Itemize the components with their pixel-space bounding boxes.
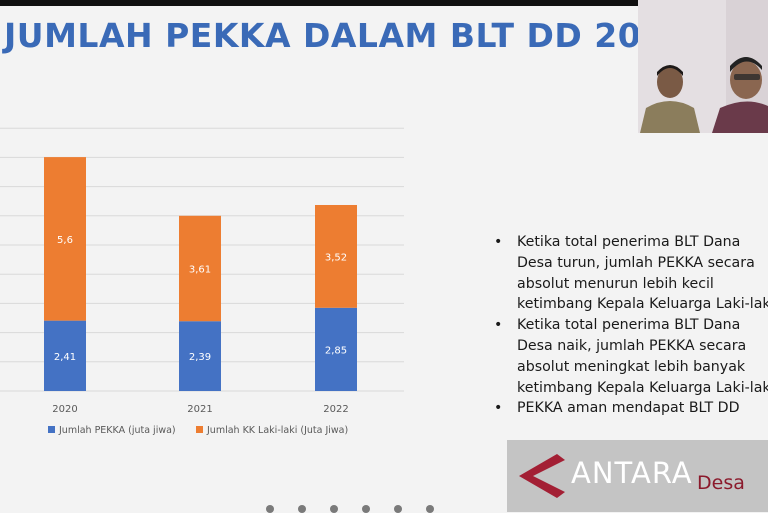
legend-label: Jumlah KK Laki-laki (Juta Jiwa) — [206, 425, 348, 436]
bar-segment — [44, 320, 86, 391]
bar-segment — [179, 215, 221, 322]
bar-segment — [315, 204, 357, 308]
legend-swatch — [196, 426, 203, 433]
bullet-line: ketimbang Kepala Keluarga Laki-laki — [517, 379, 768, 396]
bullet-line: absolut menurun lebih kecil — [517, 275, 714, 292]
chart-legend: Jumlah PEKKA (juta jiwa) Jumlah KK Laki-l… — [48, 425, 348, 436]
x-tick-label: 2022 — [323, 404, 348, 415]
bar-segment — [44, 157, 86, 321]
slide-title: JUMLAH PEKKA DALAM BLT DD 2020-2 — [4, 16, 726, 55]
bullet-line: PEKKA aman mendapat BLT DD — [492, 398, 768, 419]
chart-bars: 2,41 5,6 2,39 3,61 2,85 3,52 — [44, 157, 357, 391]
bullet-line: ketimbang Kepala Keluarga Laki-laki — [517, 296, 768, 313]
webcam-overlay — [638, 0, 768, 133]
x-tick-label: 2021 — [187, 404, 212, 415]
watermark-logo: ANTARA Desa — [507, 440, 768, 512]
data-label: 3,61 — [189, 265, 211, 276]
stacked-bar-chart: 2,41 5,6 2,39 3,61 2,85 3,52 2020 2021 2022 Jum… — [0, 127, 404, 436]
data-label: 2,85 — [325, 345, 347, 356]
x-axis-labels: 2020 2021 2022 — [52, 404, 348, 415]
watermark-subtext: Desa — [697, 472, 745, 494]
legend-swatch — [48, 426, 55, 433]
legend-label: Jumlah PEKKA (juta jiwa) — [58, 425, 176, 436]
bar-segment — [179, 321, 221, 391]
bar-segment — [315, 307, 357, 391]
bullet-line: Desa naik, jumlah PEKKA secara — [517, 337, 747, 354]
top-strip — [0, 0, 768, 6]
data-label: 3,52 — [325, 252, 347, 263]
x-tick-label: 2020 — [52, 404, 77, 415]
data-label: 5,6 — [57, 235, 73, 246]
slide-dots — [262, 505, 462, 513]
data-label: 2,41 — [54, 352, 76, 363]
bullet-line: Ketika total penerima BLT Dana — [492, 315, 768, 336]
bullet-line: Desa turun, jumlah PEKKA secara — [517, 254, 755, 271]
watermark-text: ANTARA — [571, 456, 693, 490]
bullet-line: absolut meningkat lebih banyak — [517, 358, 746, 375]
bullet-line: Ketika total penerima BLT Dana — [492, 232, 768, 253]
antara-logo-icon — [519, 454, 565, 498]
data-label: 2,39 — [189, 352, 211, 363]
